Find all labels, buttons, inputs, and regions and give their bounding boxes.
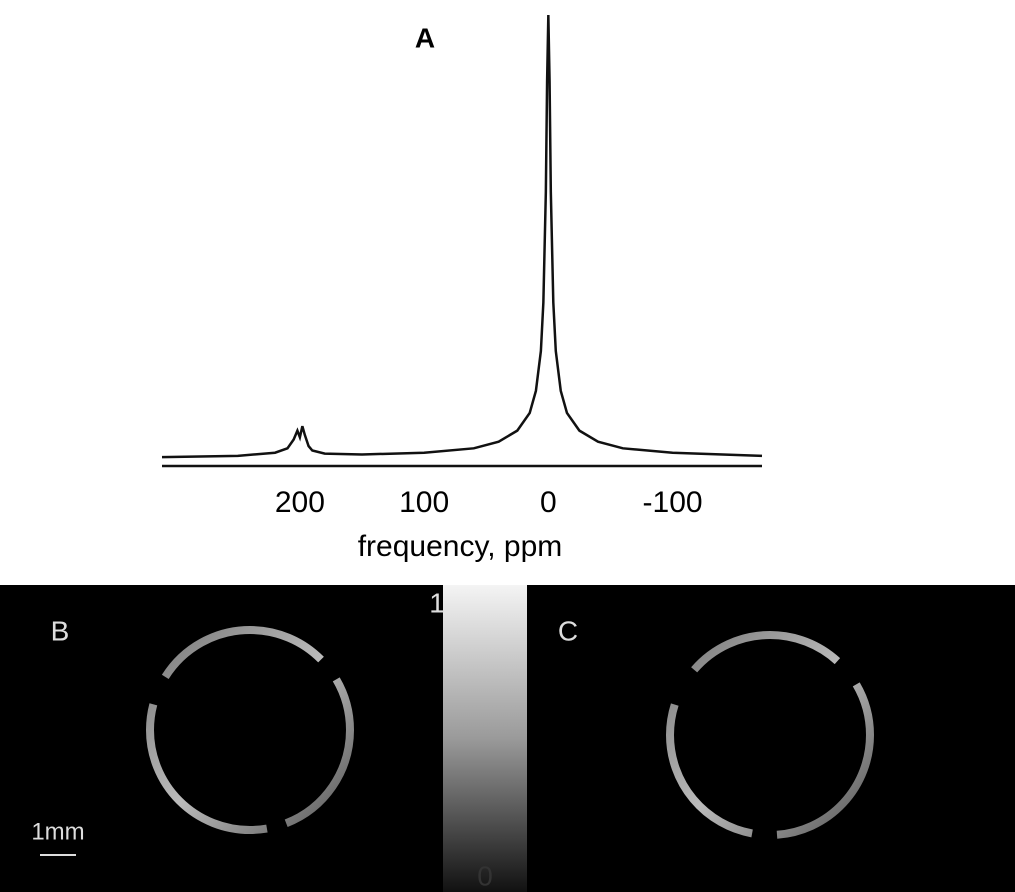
panel-label: B bbox=[51, 615, 70, 646]
x-tick-label: 100 bbox=[399, 486, 449, 519]
colorbar-tick-label: 0 bbox=[477, 860, 493, 891]
panel-label: C bbox=[558, 615, 578, 646]
colorbar-tick-label: 1 bbox=[429, 587, 445, 618]
ring-c bbox=[666, 631, 874, 839]
x-tick-label: 0 bbox=[540, 486, 557, 519]
scale-bar-label: 1mm bbox=[31, 818, 84, 845]
chart-title: A bbox=[415, 22, 435, 53]
spectrum-line bbox=[161, 14, 763, 459]
x-axis-label: frequency, ppm bbox=[358, 530, 563, 563]
ring-b bbox=[146, 626, 354, 834]
colorbar bbox=[443, 585, 527, 892]
x-tick-label: 200 bbox=[275, 486, 325, 519]
x-tick-label: -100 bbox=[643, 486, 703, 519]
